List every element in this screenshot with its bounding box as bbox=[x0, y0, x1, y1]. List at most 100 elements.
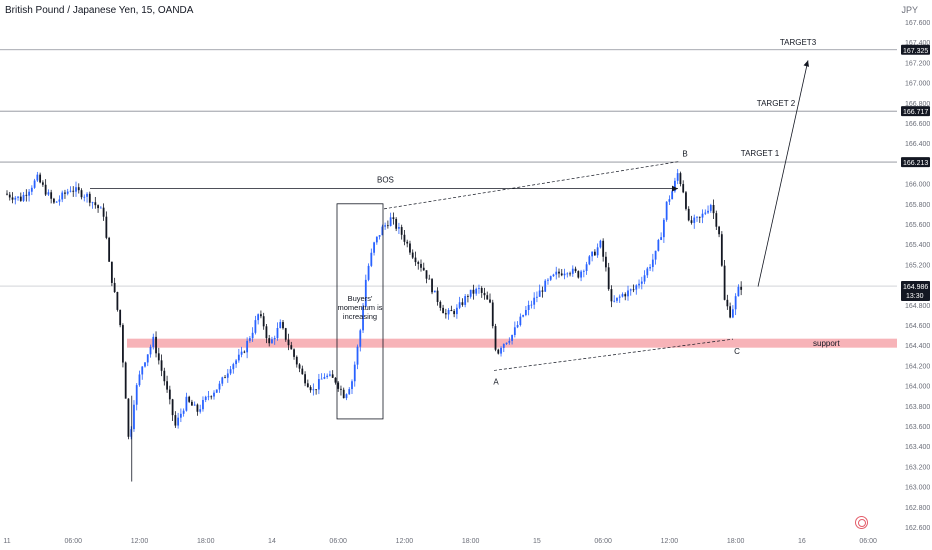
candle-body bbox=[359, 330, 362, 347]
time-tick-label: 11 bbox=[3, 538, 10, 545]
candle-body bbox=[453, 311, 456, 315]
candle-body bbox=[102, 207, 105, 217]
momentum-box bbox=[336, 203, 384, 420]
candle-body bbox=[635, 285, 638, 290]
candle-body bbox=[417, 262, 420, 264]
candle-body bbox=[160, 360, 163, 371]
candle-body bbox=[141, 366, 144, 375]
time-tick-label: 15 bbox=[533, 538, 541, 545]
tradingview-logo-icon bbox=[855, 516, 868, 529]
candle-body bbox=[94, 202, 97, 206]
candle-body bbox=[146, 354, 149, 363]
candle-body bbox=[737, 286, 740, 297]
price-tick-label: 167.600 bbox=[905, 20, 930, 27]
candle-body bbox=[309, 387, 312, 391]
candle-body bbox=[552, 274, 555, 277]
candle-body bbox=[306, 383, 309, 388]
candle-body bbox=[475, 288, 478, 294]
candle-body bbox=[351, 381, 353, 390]
candle-body bbox=[215, 389, 218, 393]
candle-body bbox=[345, 394, 348, 399]
candle-body bbox=[478, 288, 480, 289]
candle-body bbox=[11, 197, 14, 200]
candle-body bbox=[334, 377, 337, 383]
candle-body bbox=[704, 212, 707, 214]
candle-body bbox=[323, 377, 326, 379]
candle-body bbox=[378, 235, 381, 237]
candle-body bbox=[582, 270, 585, 272]
candle-body bbox=[585, 264, 588, 271]
candle-body bbox=[251, 332, 254, 339]
candle-body bbox=[422, 267, 425, 271]
candle-body bbox=[433, 290, 436, 293]
time-tick-label: 06:00 bbox=[594, 538, 612, 545]
candle-body bbox=[442, 307, 444, 314]
candle-body bbox=[569, 273, 571, 275]
candle-body bbox=[168, 389, 171, 400]
price-label-text: 166.213 bbox=[903, 160, 928, 167]
candle-body bbox=[320, 378, 323, 380]
candle-body bbox=[293, 349, 295, 357]
candle-body bbox=[337, 382, 340, 389]
candle-body bbox=[246, 340, 249, 353]
target-levels-layer bbox=[0, 49, 897, 287]
candle-body bbox=[260, 314, 262, 317]
candle-body bbox=[66, 191, 69, 194]
candle-body bbox=[119, 309, 122, 326]
candle-body bbox=[389, 217, 392, 227]
candle-body bbox=[497, 349, 500, 354]
candle-body bbox=[541, 290, 544, 292]
time-tick-label: 14 bbox=[268, 538, 276, 545]
candle-body bbox=[36, 174, 39, 181]
candle-body bbox=[712, 205, 715, 214]
target-1-label: TARGET 1 bbox=[741, 149, 780, 158]
candle-body bbox=[682, 184, 685, 193]
candle-body bbox=[127, 398, 130, 437]
currency-label: JPY bbox=[901, 5, 918, 15]
candle-body bbox=[367, 265, 370, 280]
candle-body bbox=[329, 374, 331, 376]
candle-body bbox=[213, 392, 215, 397]
candle-body bbox=[524, 310, 527, 316]
candle-body bbox=[409, 243, 411, 253]
candle-body bbox=[428, 278, 431, 280]
price-tick-label: 166.600 bbox=[905, 121, 930, 128]
price-tick-label: 163.400 bbox=[905, 444, 930, 451]
candle-body bbox=[618, 296, 621, 298]
candle-body bbox=[149, 346, 152, 355]
candle-body bbox=[152, 336, 155, 347]
candle-body bbox=[268, 338, 271, 344]
drawings-layer bbox=[90, 60, 809, 420]
candle-body bbox=[210, 396, 213, 398]
candle-body bbox=[513, 327, 516, 336]
candle-body bbox=[356, 346, 359, 365]
price-label-text: 166.717 bbox=[903, 109, 928, 116]
candle-body bbox=[199, 409, 202, 412]
candle-body bbox=[613, 300, 616, 302]
candle-body bbox=[182, 410, 185, 414]
candle-body bbox=[166, 381, 168, 390]
candle-body bbox=[491, 302, 494, 327]
price-tick-label: 163.600 bbox=[905, 424, 930, 431]
candle-body bbox=[326, 375, 329, 378]
candle-body bbox=[420, 263, 422, 268]
candle-body bbox=[640, 281, 643, 284]
candle-body bbox=[58, 199, 61, 202]
candle-body bbox=[536, 296, 538, 298]
candle-body bbox=[500, 347, 502, 354]
candle-body bbox=[519, 316, 522, 325]
point-c-label: C bbox=[734, 347, 740, 356]
candle-body bbox=[395, 218, 398, 229]
price-tick-label: 163.000 bbox=[905, 485, 930, 492]
candle-body bbox=[458, 302, 461, 308]
candle-body bbox=[375, 236, 378, 243]
candle-body bbox=[505, 342, 508, 344]
point-b-label: B bbox=[682, 149, 687, 158]
candle-body bbox=[696, 216, 698, 218]
candle-body bbox=[450, 310, 453, 312]
lower-channel-line bbox=[493, 338, 734, 371]
candle-body bbox=[171, 399, 174, 416]
candle-body bbox=[574, 268, 577, 272]
candle-body bbox=[414, 257, 417, 263]
